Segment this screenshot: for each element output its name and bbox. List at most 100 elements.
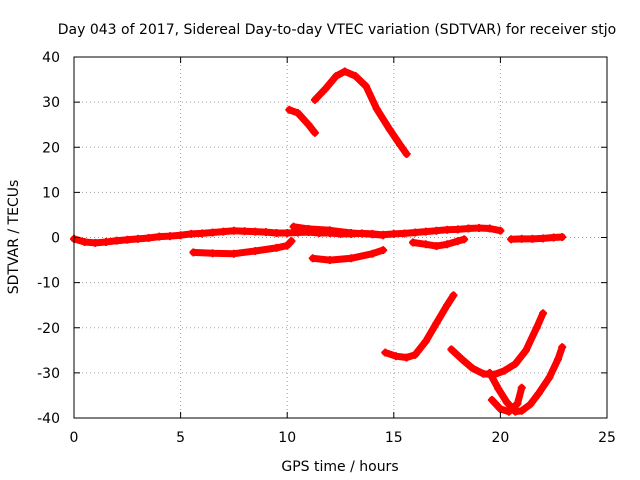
data-point <box>165 232 174 241</box>
data-point <box>517 406 526 415</box>
data-point <box>458 355 467 364</box>
data-point <box>197 229 206 238</box>
y-tick-label: 40 <box>42 50 60 66</box>
data-point <box>391 352 400 361</box>
data-point <box>402 150 411 159</box>
data-point <box>464 224 473 233</box>
x-tick-label: 20 <box>491 430 509 446</box>
data-series-line <box>285 106 319 137</box>
data-point <box>421 227 430 236</box>
data-point <box>123 235 132 244</box>
data-point <box>283 228 292 237</box>
y-tick-label: -30 <box>37 366 60 382</box>
data-point <box>368 230 377 239</box>
data-point <box>496 226 505 235</box>
data-point <box>460 235 469 244</box>
data-point <box>351 71 360 80</box>
data-series-line <box>486 343 566 416</box>
data-point <box>443 225 452 234</box>
data-point <box>504 407 513 416</box>
data-point <box>539 309 548 318</box>
data-point <box>101 238 110 247</box>
data-point <box>468 364 477 373</box>
data-point <box>91 238 100 247</box>
data-point <box>155 232 164 241</box>
data-point <box>526 400 535 409</box>
data-point <box>517 383 526 392</box>
data-point <box>432 226 441 235</box>
data-point <box>443 240 452 249</box>
y-tick-label: 30 <box>42 95 60 111</box>
data-point <box>310 95 319 104</box>
data-point <box>447 345 456 354</box>
y-tick-label: -20 <box>37 321 60 337</box>
data-point <box>500 366 509 375</box>
data-point <box>187 229 196 238</box>
data-point <box>144 233 153 242</box>
data-point <box>534 389 543 398</box>
data-point <box>272 228 281 237</box>
x-tick-label: 5 <box>176 430 185 446</box>
data-point <box>528 234 537 243</box>
data-point <box>453 225 462 234</box>
data-point <box>372 104 381 113</box>
data-point <box>379 246 388 255</box>
data-point <box>432 242 441 251</box>
data-point <box>289 222 298 231</box>
data-point <box>251 227 260 236</box>
data-point <box>229 249 238 258</box>
plot-series <box>70 67 567 416</box>
data-point <box>304 224 313 233</box>
y-tick-label: 0 <box>51 231 60 247</box>
data-point <box>485 224 494 233</box>
data-point <box>287 237 296 246</box>
data-point <box>379 231 388 240</box>
data-point <box>340 67 349 76</box>
x-tick-label: 10 <box>278 430 296 446</box>
data-point <box>411 350 420 359</box>
axes: 0 5 10 15 20 25 40 30 20 10 0 -10 -20 -30 -40 <box>37 50 616 446</box>
data-point <box>368 249 377 258</box>
data-point <box>449 291 458 300</box>
y-tick-label: 20 <box>42 140 60 156</box>
data-point <box>283 241 292 250</box>
data-point <box>411 228 420 237</box>
data-point <box>421 337 430 346</box>
data-point <box>453 237 462 246</box>
data-point <box>558 343 567 352</box>
data-point <box>475 224 484 233</box>
data-point <box>325 256 334 265</box>
data-point <box>251 247 260 256</box>
data-point <box>553 355 562 364</box>
data-point <box>240 227 249 236</box>
data-point <box>521 346 530 355</box>
data-series-line <box>447 309 547 379</box>
data-point <box>400 229 409 238</box>
data-point <box>362 82 371 91</box>
chart-title: Day 043 of 2017, Sidereal Day-to-day VTE… <box>58 22 616 38</box>
data-point <box>532 323 541 332</box>
data-point <box>321 84 330 93</box>
data-point <box>385 125 394 134</box>
data-point <box>494 384 503 393</box>
y-tick-label: -40 <box>37 411 60 427</box>
y-tick-label: -10 <box>37 276 60 292</box>
data-point <box>502 398 511 407</box>
data-point <box>304 120 313 129</box>
data-point <box>389 229 398 238</box>
data-point <box>285 105 294 114</box>
data-point <box>261 228 270 237</box>
data-point <box>219 227 228 236</box>
x-axis-label: GPS time / hours <box>281 459 398 475</box>
data-point <box>487 395 496 404</box>
data-point <box>408 238 417 247</box>
data-point <box>485 368 494 377</box>
data-point <box>511 359 520 368</box>
x-tick-label: 25 <box>598 430 616 446</box>
data-point <box>310 128 319 137</box>
data-point <box>325 226 334 235</box>
data-point <box>421 240 430 249</box>
data-point <box>272 243 281 252</box>
data-point <box>507 235 516 244</box>
